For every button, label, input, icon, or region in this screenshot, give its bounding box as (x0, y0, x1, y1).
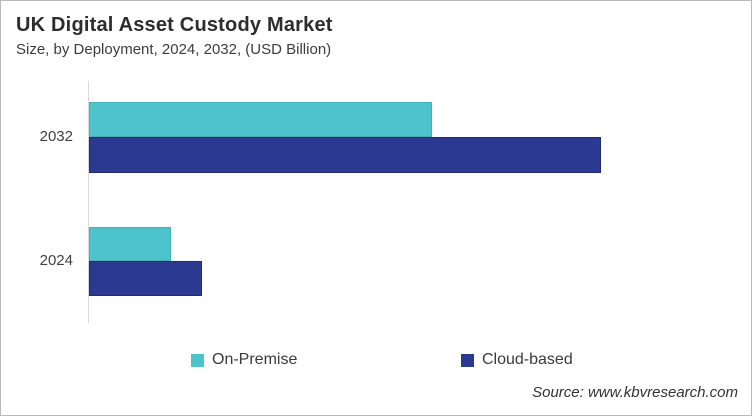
legend: On-Premise Cloud-based (1, 347, 751, 373)
bar-2024-cloud-based (89, 261, 202, 296)
legend-item-on-premise: On-Premise (191, 347, 297, 373)
bar-2032-on-premise (89, 102, 432, 137)
chart-subtitle: Size, by Deployment, 2024, 2032, (USD Bi… (16, 41, 332, 58)
category-label-2024: 2024 (39, 252, 73, 269)
bar-2024-on-premise (89, 227, 171, 261)
chart-title: UK Digital Asset Custody Market (16, 14, 333, 36)
source-attribution: Source: www.kbvresearch.com (532, 384, 738, 401)
category-axis-line (88, 81, 89, 323)
category-label-2032: 2032 (39, 128, 73, 145)
legend-label-cloud-based: Cloud-based (482, 351, 573, 368)
cloud-based-swatch-icon (461, 353, 474, 367)
bar-2032-cloud-based (89, 137, 601, 173)
legend-label-on-premise: On-Premise (212, 351, 298, 368)
legend-item-cloud-based: Cloud-based (461, 347, 573, 373)
on-premise-swatch-icon (191, 353, 204, 367)
